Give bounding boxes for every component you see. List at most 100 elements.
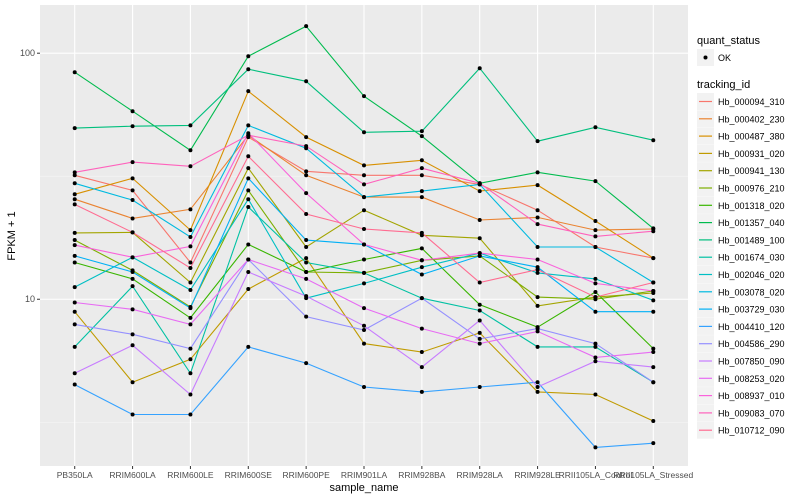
data-point-Hb_008937_010 xyxy=(593,281,598,286)
data-point-Hb_000402_230 xyxy=(72,197,77,202)
data-point-Hb_003078_020 xyxy=(362,195,366,200)
data-point-Hb_008253_020 xyxy=(130,307,135,312)
data-point-Hb_010712_090 xyxy=(72,202,77,207)
legend-label: Hb_009083_070 xyxy=(718,408,785,418)
data-point-Hb_008253_020 xyxy=(419,326,424,331)
data-point-Hb_002046_020 xyxy=(72,285,77,290)
legend-title-tracking-id: tracking_id xyxy=(697,79,750,91)
data-point-Hb_003729_030 xyxy=(188,306,193,311)
data-point-Hb_001489_100 xyxy=(593,125,598,130)
data-point-Hb_000487_380 xyxy=(419,158,424,163)
data-point-Hb_000976_210 xyxy=(535,295,540,300)
data-point-Hb_000487_380 xyxy=(651,256,656,261)
legend-label: Hb_001318_020 xyxy=(718,201,785,211)
data-point-Hb_009083_070 xyxy=(419,166,424,171)
x-tick-label: PB350LA xyxy=(57,470,93,480)
data-point-Hb_001357_040 xyxy=(130,109,135,114)
data-point-Hb_000976_210 xyxy=(246,188,251,193)
data-point-Hb_010712_090 xyxy=(535,267,540,272)
data-point-Hb_001357_040 xyxy=(651,226,656,231)
data-point-Hb_003729_030 xyxy=(593,309,598,314)
data-point-Hb_004586_290 xyxy=(593,341,598,346)
data-point-Hb_002046_020 xyxy=(362,281,366,286)
legend-title-quant-status: quant_status xyxy=(697,35,760,47)
legend-label-ok: OK xyxy=(718,53,731,63)
data-point-Hb_001674_030 xyxy=(477,308,482,313)
data-point-Hb_002046_020 xyxy=(246,197,251,202)
legend-label: Hb_001357_040 xyxy=(718,218,785,228)
data-point-Hb_001357_040 xyxy=(593,179,598,184)
y-tick-label: 10 xyxy=(25,294,35,304)
data-point-Hb_007850_090 xyxy=(72,371,77,376)
data-point-Hb_000931_020 xyxy=(72,309,77,314)
y-axis: 10 100 xyxy=(20,48,40,304)
data-point-Hb_010712_090 xyxy=(304,212,309,217)
data-point-Hb_002046_020 xyxy=(419,265,424,270)
legend: quant_status OK tracking_id Hb_000094_31… xyxy=(697,35,785,439)
data-point-Hb_004410_120 xyxy=(188,412,193,417)
data-point-Hb_004586_290 xyxy=(535,326,540,331)
data-point-Hb_009083_070 xyxy=(535,222,540,227)
data-point-Hb_009083_070 xyxy=(246,133,251,138)
x-tick-label: RRIM600LA xyxy=(109,470,156,480)
data-point-Hb_000941_130 xyxy=(535,303,540,308)
data-points xyxy=(72,24,656,450)
data-point-Hb_010712_090 xyxy=(130,230,135,235)
data-point-Hb_000094_310 xyxy=(188,260,193,265)
legend-label: Hb_002046_020 xyxy=(718,270,785,280)
data-point-Hb_001357_040 xyxy=(246,54,251,59)
data-point-Hb_010712_090 xyxy=(188,265,193,270)
data-point-Hb_004410_120 xyxy=(130,412,135,417)
data-point-Hb_009083_070 xyxy=(477,181,482,186)
data-point-Hb_010712_090 xyxy=(419,230,424,235)
data-point-Hb_004410_120 xyxy=(72,382,77,387)
data-point-Hb_001674_030 xyxy=(188,371,193,376)
data-point-Hb_007850_090 xyxy=(188,392,193,397)
data-point-Hb_008937_010 xyxy=(130,255,135,260)
data-point-Hb_008253_020 xyxy=(246,257,251,262)
data-point-Hb_000931_020 xyxy=(304,256,309,261)
data-point-Hb_007850_090 xyxy=(246,270,251,275)
data-point-Hb_000402_230 xyxy=(477,217,482,222)
data-point-Hb_000941_130 xyxy=(188,280,193,285)
data-point-Hb_007850_090 xyxy=(477,318,482,323)
data-point-Hb_004410_120 xyxy=(477,384,482,389)
data-point-Hb_004410_120 xyxy=(362,384,366,389)
x-tick-label: RRIM928LA xyxy=(457,470,504,480)
data-point-Hb_000094_310 xyxy=(72,173,77,178)
data-point-Hb_008937_010 xyxy=(362,242,366,247)
data-point-Hb_001489_100 xyxy=(651,138,656,143)
data-point-Hb_001674_030 xyxy=(130,284,135,289)
x-tick-label: RRIM600LE xyxy=(167,470,214,480)
data-point-Hb_001318_020 xyxy=(477,302,482,307)
data-point-Hb_001489_100 xyxy=(362,130,366,135)
data-point-Hb_001357_040 xyxy=(419,134,424,139)
x-tick-label: RRII105LA_Control xyxy=(559,470,633,480)
legend-point-ok xyxy=(703,55,708,60)
data-point-Hb_007850_090 xyxy=(593,359,598,364)
data-point-Hb_001674_030 xyxy=(593,344,598,349)
data-point-Hb_000402_230 xyxy=(304,173,309,178)
data-point-Hb_008253_020 xyxy=(362,306,366,311)
legend-label: Hb_008253_020 xyxy=(718,374,785,384)
data-point-Hb_007850_090 xyxy=(304,294,309,299)
data-point-Hb_004586_290 xyxy=(651,380,656,385)
data-point-Hb_001674_030 xyxy=(535,344,540,349)
data-point-Hb_002046_020 xyxy=(651,298,656,303)
data-point-Hb_001357_040 xyxy=(362,94,366,99)
data-point-Hb_001489_100 xyxy=(130,124,135,129)
data-point-Hb_000487_380 xyxy=(362,163,366,168)
legend-label: Hb_000094_310 xyxy=(718,97,785,107)
data-point-Hb_000402_230 xyxy=(593,228,598,233)
data-point-Hb_002046_020 xyxy=(593,276,598,281)
y-tick-label: 100 xyxy=(20,48,35,58)
data-point-Hb_008937_010 xyxy=(535,257,540,262)
data-point-Hb_000941_130 xyxy=(246,166,251,171)
data-point-Hb_004586_290 xyxy=(72,322,77,327)
data-point-Hb_004410_120 xyxy=(419,389,424,394)
data-point-Hb_003078_020 xyxy=(593,245,598,250)
data-point-Hb_008253_020 xyxy=(72,300,77,305)
data-point-Hb_008937_010 xyxy=(72,243,77,248)
data-point-Hb_003729_030 xyxy=(477,253,482,258)
